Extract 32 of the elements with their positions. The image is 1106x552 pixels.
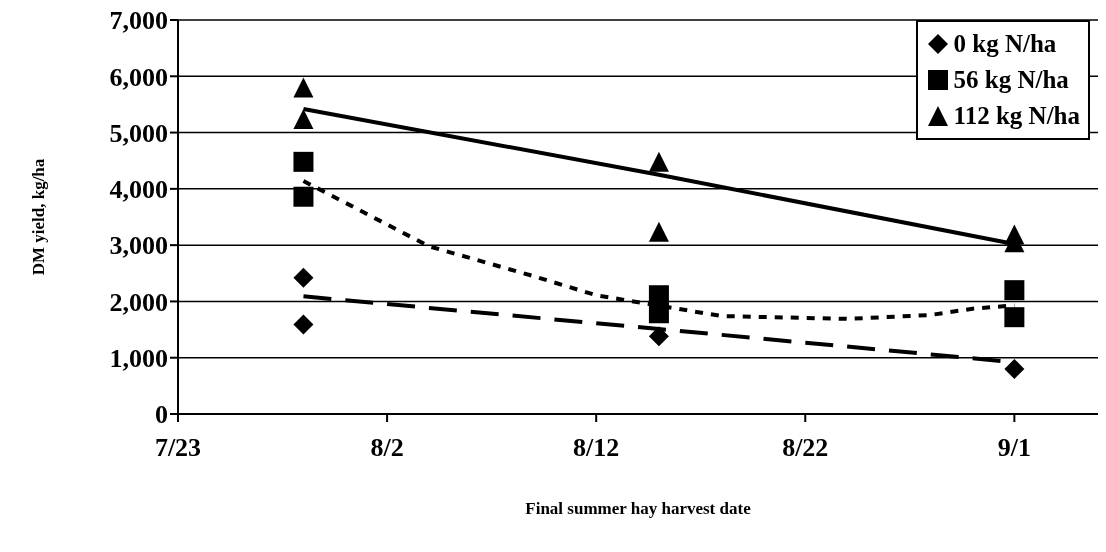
- point: [293, 77, 314, 98]
- x-tick-label: 8/12: [573, 433, 620, 463]
- y-tick-label: 5,000: [109, 118, 168, 148]
- y-tick-label: 6,000: [109, 62, 168, 92]
- y-axis-title: DM yield, kg/ha: [29, 158, 49, 276]
- point: [648, 221, 669, 242]
- x-tick-label: 9/1: [997, 433, 1031, 463]
- x-tick-label: 7/23: [154, 433, 202, 463]
- point: [648, 326, 669, 347]
- point: [1004, 358, 1025, 379]
- point: [293, 267, 314, 288]
- legend-label: 0 kg N/ha: [953, 29, 1057, 59]
- legend-label: 112 kg N/ha: [953, 101, 1080, 131]
- x-tick-label: 8/2: [370, 433, 404, 463]
- x-axis-title: Final summer hay harvest date: [525, 499, 752, 518]
- point: [293, 186, 314, 207]
- point: [1004, 280, 1025, 301]
- y-tick-label: 0: [155, 400, 168, 430]
- point: [293, 109, 314, 130]
- point: [293, 151, 314, 172]
- y-tick-label: 2,000: [109, 287, 168, 317]
- legend-label: 56 kg N/ha: [953, 65, 1069, 95]
- y-tick-label: 3,000: [109, 231, 168, 261]
- point: [293, 314, 314, 335]
- y-tick-label: 1,000: [109, 343, 168, 373]
- x-tick-label: 8/22: [782, 433, 829, 463]
- y-tick-label: 7,000: [109, 6, 168, 36]
- point: [648, 285, 669, 306]
- point: [648, 303, 669, 324]
- y-tick-label: 4,000: [109, 175, 168, 205]
- point: [648, 151, 669, 172]
- point: [1004, 307, 1025, 328]
